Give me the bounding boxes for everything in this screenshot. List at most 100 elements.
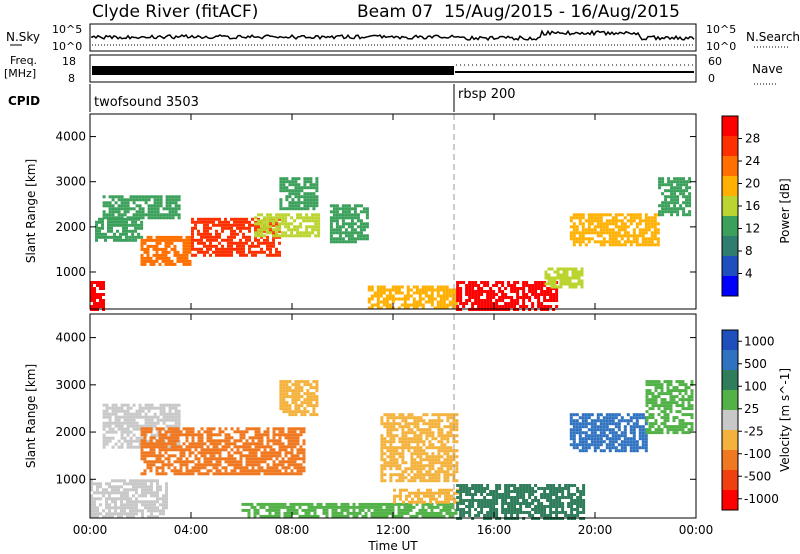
data-cell	[138, 482, 141, 486]
data-cell	[611, 428, 615, 432]
data-cell	[638, 413, 642, 417]
data-cell	[350, 225, 354, 229]
data-cell	[260, 228, 264, 232]
data-cell	[391, 297, 395, 301]
data-cell	[197, 466, 201, 470]
data-cell	[215, 469, 219, 473]
data-cell	[108, 207, 112, 211]
data-cell	[626, 413, 630, 417]
data-cell	[651, 392, 655, 396]
data-cell	[162, 213, 166, 217]
data-cell	[401, 413, 405, 417]
data-cell	[343, 505, 347, 509]
data-cell	[413, 458, 417, 462]
data-cell	[291, 204, 295, 208]
data-cell	[442, 291, 446, 295]
data-cell	[675, 416, 679, 420]
data-cell	[263, 460, 267, 464]
data-cell	[177, 415, 181, 419]
data-cell	[546, 305, 550, 308]
data-cell	[623, 446, 627, 450]
data-cell	[581, 237, 585, 241]
data-cell	[543, 487, 547, 490]
data-cell	[425, 473, 429, 477]
data-cell	[155, 454, 159, 458]
data-cell	[546, 290, 550, 293]
data-cell	[416, 476, 420, 480]
data-cell	[391, 285, 395, 289]
data-cell	[147, 418, 151, 422]
data-cell	[140, 472, 144, 476]
data-cell	[288, 207, 292, 211]
data-cell	[288, 380, 292, 384]
data-cell	[294, 389, 298, 393]
data-cell	[468, 502, 472, 505]
data-cell	[650, 222, 654, 226]
data-cell	[111, 445, 115, 449]
data-cell	[170, 241, 174, 245]
data-cell	[688, 198, 692, 202]
data-cell	[483, 305, 487, 308]
data-cell	[312, 204, 316, 208]
data-cell	[251, 217, 254, 221]
data-cell	[623, 440, 627, 444]
data-cell	[293, 466, 297, 470]
data-cell	[98, 226, 101, 230]
data-cell	[212, 466, 216, 470]
data-cell	[315, 189, 319, 193]
data-cell	[446, 446, 450, 450]
data-cell	[155, 238, 159, 242]
data-cell	[105, 436, 109, 440]
data-cell	[411, 500, 414, 504]
data-cell	[400, 303, 404, 307]
data-cell	[146, 427, 150, 431]
data-cell	[110, 223, 113, 227]
data-cell	[678, 425, 682, 429]
data-cell	[388, 508, 392, 512]
data-cell	[486, 511, 490, 514]
data-cell	[525, 293, 529, 296]
data-cell	[389, 458, 393, 462]
data-cell	[236, 463, 240, 467]
data-cell	[245, 460, 249, 464]
data-cell	[522, 502, 526, 505]
data-cell	[410, 428, 414, 432]
data-cell	[152, 454, 156, 458]
data-cell	[421, 303, 425, 307]
data-cell	[173, 454, 177, 458]
data-cell	[567, 490, 571, 493]
data-cell	[125, 232, 128, 236]
data-cell	[525, 281, 529, 284]
data-cell	[584, 431, 588, 435]
data-cell	[212, 457, 216, 461]
data-cell	[332, 231, 336, 235]
data-cell	[617, 413, 621, 417]
data-cell	[572, 428, 576, 432]
data-cell	[272, 241, 275, 245]
data-cell	[648, 425, 652, 429]
data-cell	[165, 488, 168, 492]
data-cell	[108, 485, 111, 489]
data-cell	[380, 422, 384, 426]
data-cell	[353, 213, 357, 217]
data-cell	[294, 404, 298, 408]
data-cell	[452, 452, 456, 456]
data-cell	[573, 508, 577, 511]
data-cell	[165, 506, 168, 510]
data-cell	[602, 213, 606, 217]
data-cell	[278, 222, 282, 226]
data-cell	[444, 488, 447, 492]
data-cell	[290, 472, 294, 476]
data-cell	[254, 442, 258, 446]
data-cell	[269, 244, 272, 248]
data-cell	[440, 431, 444, 435]
data-cell	[471, 296, 475, 299]
data-cell	[132, 482, 135, 486]
data-cell	[289, 502, 293, 506]
data-cell	[215, 223, 218, 227]
data-cell	[614, 434, 618, 438]
data-cell	[644, 440, 648, 444]
data-cell	[474, 281, 478, 284]
data-cell	[578, 431, 582, 435]
data-cell	[632, 416, 636, 420]
